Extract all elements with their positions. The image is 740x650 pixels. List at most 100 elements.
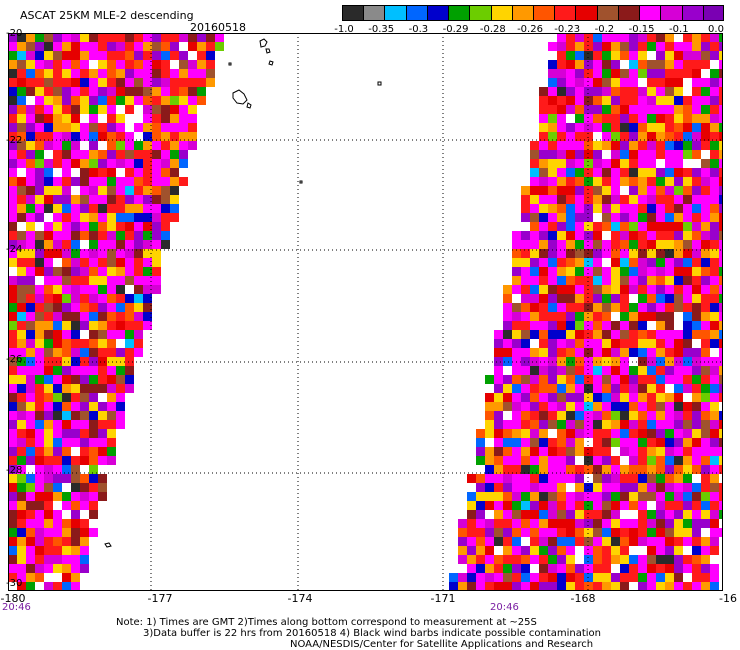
swath-cell: [611, 204, 620, 213]
swath-cell: [665, 519, 674, 528]
swath-cell: [503, 348, 512, 357]
swath-cell: [35, 456, 44, 465]
swath-cell: [26, 285, 35, 294]
swath-cell: [152, 285, 161, 294]
swath-cell: [458, 519, 467, 528]
swath-cell: [44, 204, 53, 213]
swath-cell: [701, 312, 710, 321]
swath-cell: [44, 483, 53, 492]
swath-cell: [98, 69, 107, 78]
swath-cell: [476, 483, 485, 492]
swath-cell: [44, 60, 53, 69]
swath-cell: [683, 330, 692, 339]
swath-cell: [701, 483, 710, 492]
swath-cell: [62, 231, 71, 240]
swath-cell: [62, 465, 71, 474]
swath-cell: [719, 465, 723, 474]
swath-cell: [107, 447, 116, 456]
swath-cell: [125, 96, 134, 105]
swath-cell: [557, 402, 566, 411]
swath-cell: [467, 564, 476, 573]
swath-cell: [602, 357, 611, 366]
lat-label-22: -22: [6, 135, 23, 146]
swath-cell: [53, 519, 62, 528]
swath-cell: [575, 366, 584, 375]
swath-cell: [116, 420, 125, 429]
swath-cell: [62, 141, 71, 150]
swath-cell: [548, 60, 557, 69]
swath-cell: [188, 105, 197, 114]
swath-cell: [89, 393, 98, 402]
swath-cell: [116, 51, 125, 60]
swath-cell: [53, 87, 62, 96]
swath-cell: [539, 501, 548, 510]
swath-cell: [26, 537, 35, 546]
swath-cell: [629, 60, 638, 69]
swath-cell: [674, 429, 683, 438]
swath-cell: [656, 294, 665, 303]
swath-cell: [161, 105, 170, 114]
swath-cell: [665, 393, 674, 402]
swath-cell: [26, 573, 35, 582]
swath-cell: [638, 168, 647, 177]
swath-cell: [98, 285, 107, 294]
swath-cell: [665, 240, 674, 249]
swath-cell: [134, 222, 143, 231]
swath-cell: [17, 492, 26, 501]
swath-cell: [71, 330, 80, 339]
swath-cell: [80, 474, 89, 483]
swath-cell: [575, 213, 584, 222]
swath-cell: [53, 537, 62, 546]
swath-cell: [710, 321, 719, 330]
swath-cell: [647, 438, 656, 447]
swath-cell: [638, 87, 647, 96]
swath-cell: [125, 258, 134, 267]
time-label-right: 20:46: [490, 602, 519, 613]
swath-cell: [566, 573, 575, 582]
swath-cell: [647, 510, 656, 519]
swath-cell: [665, 456, 674, 465]
swath-cell: [521, 465, 530, 474]
swath-cell: [494, 366, 503, 375]
swath-cell: [44, 456, 53, 465]
swath-cell: [98, 474, 107, 483]
swath-cell: [44, 51, 53, 60]
swath-cell: [674, 222, 683, 231]
swath-cell: [35, 303, 44, 312]
swath-cell: [476, 582, 485, 591]
swath-cell: [665, 375, 674, 384]
swath-cell: [512, 555, 521, 564]
swath-cell: [674, 519, 683, 528]
swath-cell: [179, 51, 188, 60]
island-outline: [268, 60, 274, 66]
swath-cell: [530, 546, 539, 555]
swath-cell: [575, 537, 584, 546]
swath-cell: [179, 60, 188, 69]
swath-cell: [449, 573, 458, 582]
swath-cell: [116, 69, 125, 78]
swath-cell: [611, 456, 620, 465]
swath-cell: [620, 267, 629, 276]
swath-cell: [503, 537, 512, 546]
swath-cell: [8, 249, 17, 258]
swath-cell: [647, 528, 656, 537]
swath-cell: [116, 141, 125, 150]
swath-cell: [701, 429, 710, 438]
swath-cell: [44, 447, 53, 456]
swath-cell: [566, 501, 575, 510]
swath-cell: [116, 294, 125, 303]
colorbar-swatch: [384, 5, 407, 21]
swath-cell: [521, 384, 530, 393]
swath-cell: [566, 366, 575, 375]
swath-cell: [539, 177, 548, 186]
swath-cell: [629, 87, 638, 96]
swath-cell: [71, 132, 80, 141]
swath-cell: [188, 96, 197, 105]
swath-cell: [89, 51, 98, 60]
swath-cell: [692, 78, 701, 87]
swath-cell: [584, 330, 593, 339]
swath-cell: [629, 231, 638, 240]
swath-cell: [575, 492, 584, 501]
swath-cell: [656, 240, 665, 249]
swath-cell: [530, 141, 539, 150]
